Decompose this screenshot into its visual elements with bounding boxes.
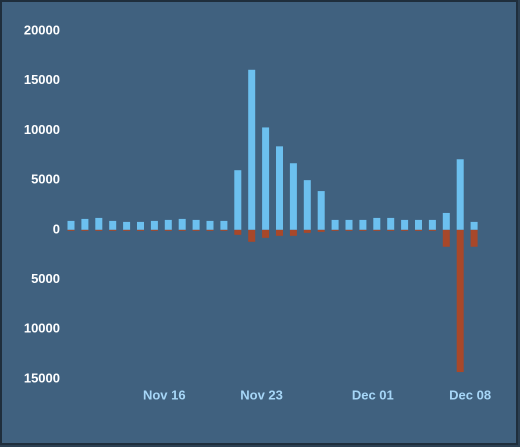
y-tick-label: 5000 [31, 271, 60, 286]
bar [345, 229, 353, 231]
bar [401, 229, 409, 231]
bar [137, 221, 144, 230]
bar [67, 220, 75, 230]
y-tick-label: 20000 [24, 22, 60, 37]
y-tick-label: 0 [53, 221, 60, 236]
bar [303, 180, 311, 230]
bar [67, 229, 75, 231]
bar [150, 229, 158, 231]
bar [303, 229, 311, 233]
x-tick-label: Dec 08 [449, 387, 491, 402]
x-tick-label: Nov 16 [143, 387, 186, 402]
bar [95, 217, 103, 230]
bar [206, 220, 214, 230]
bar [317, 191, 325, 230]
bar [192, 219, 200, 230]
bar [415, 229, 422, 231]
bar [192, 229, 200, 231]
bar [442, 229, 450, 247]
bar [442, 212, 450, 230]
bar [373, 229, 381, 231]
bar [220, 220, 228, 230]
bar [81, 218, 89, 230]
bar [95, 229, 103, 231]
bar [359, 219, 367, 230]
bar [178, 218, 186, 230]
bar [234, 229, 242, 235]
bar [262, 127, 270, 230]
bar [373, 217, 381, 230]
bar [428, 219, 436, 230]
bar [109, 220, 117, 230]
bar [81, 229, 89, 231]
bar [289, 163, 297, 230]
y-tick-label: 5000 [31, 172, 60, 187]
bar [470, 229, 478, 247]
bar [248, 69, 256, 230]
bar [206, 229, 214, 231]
bar [262, 229, 270, 238]
bar [317, 229, 325, 232]
bar [164, 229, 172, 231]
bar [109, 229, 117, 231]
bar [387, 229, 395, 231]
bar [359, 229, 367, 231]
bar [276, 146, 283, 230]
bar [150, 220, 158, 230]
x-tick-label: Dec 01 [352, 387, 394, 402]
bar [164, 219, 172, 230]
bar [276, 229, 283, 236]
bar [456, 229, 464, 373]
y-tick-label: 10000 [24, 122, 60, 137]
bar [220, 229, 228, 231]
bar [415, 219, 422, 230]
bar [123, 229, 131, 231]
y-tick-label: 10000 [24, 321, 60, 336]
bar [178, 229, 186, 231]
bar [456, 159, 464, 230]
bar [289, 229, 297, 236]
bar [123, 221, 131, 230]
bar [331, 219, 339, 230]
bar [470, 221, 478, 230]
bar [248, 229, 256, 242]
x-tick-label: Nov 23 [240, 387, 283, 402]
bar [387, 217, 395, 230]
y-tick-label: 15000 [24, 370, 60, 385]
bar [345, 219, 353, 230]
bar [234, 170, 242, 230]
y-tick-label: 15000 [24, 72, 60, 87]
bar [137, 229, 144, 231]
bar [331, 229, 339, 231]
bar [401, 219, 409, 230]
bar [428, 229, 436, 231]
